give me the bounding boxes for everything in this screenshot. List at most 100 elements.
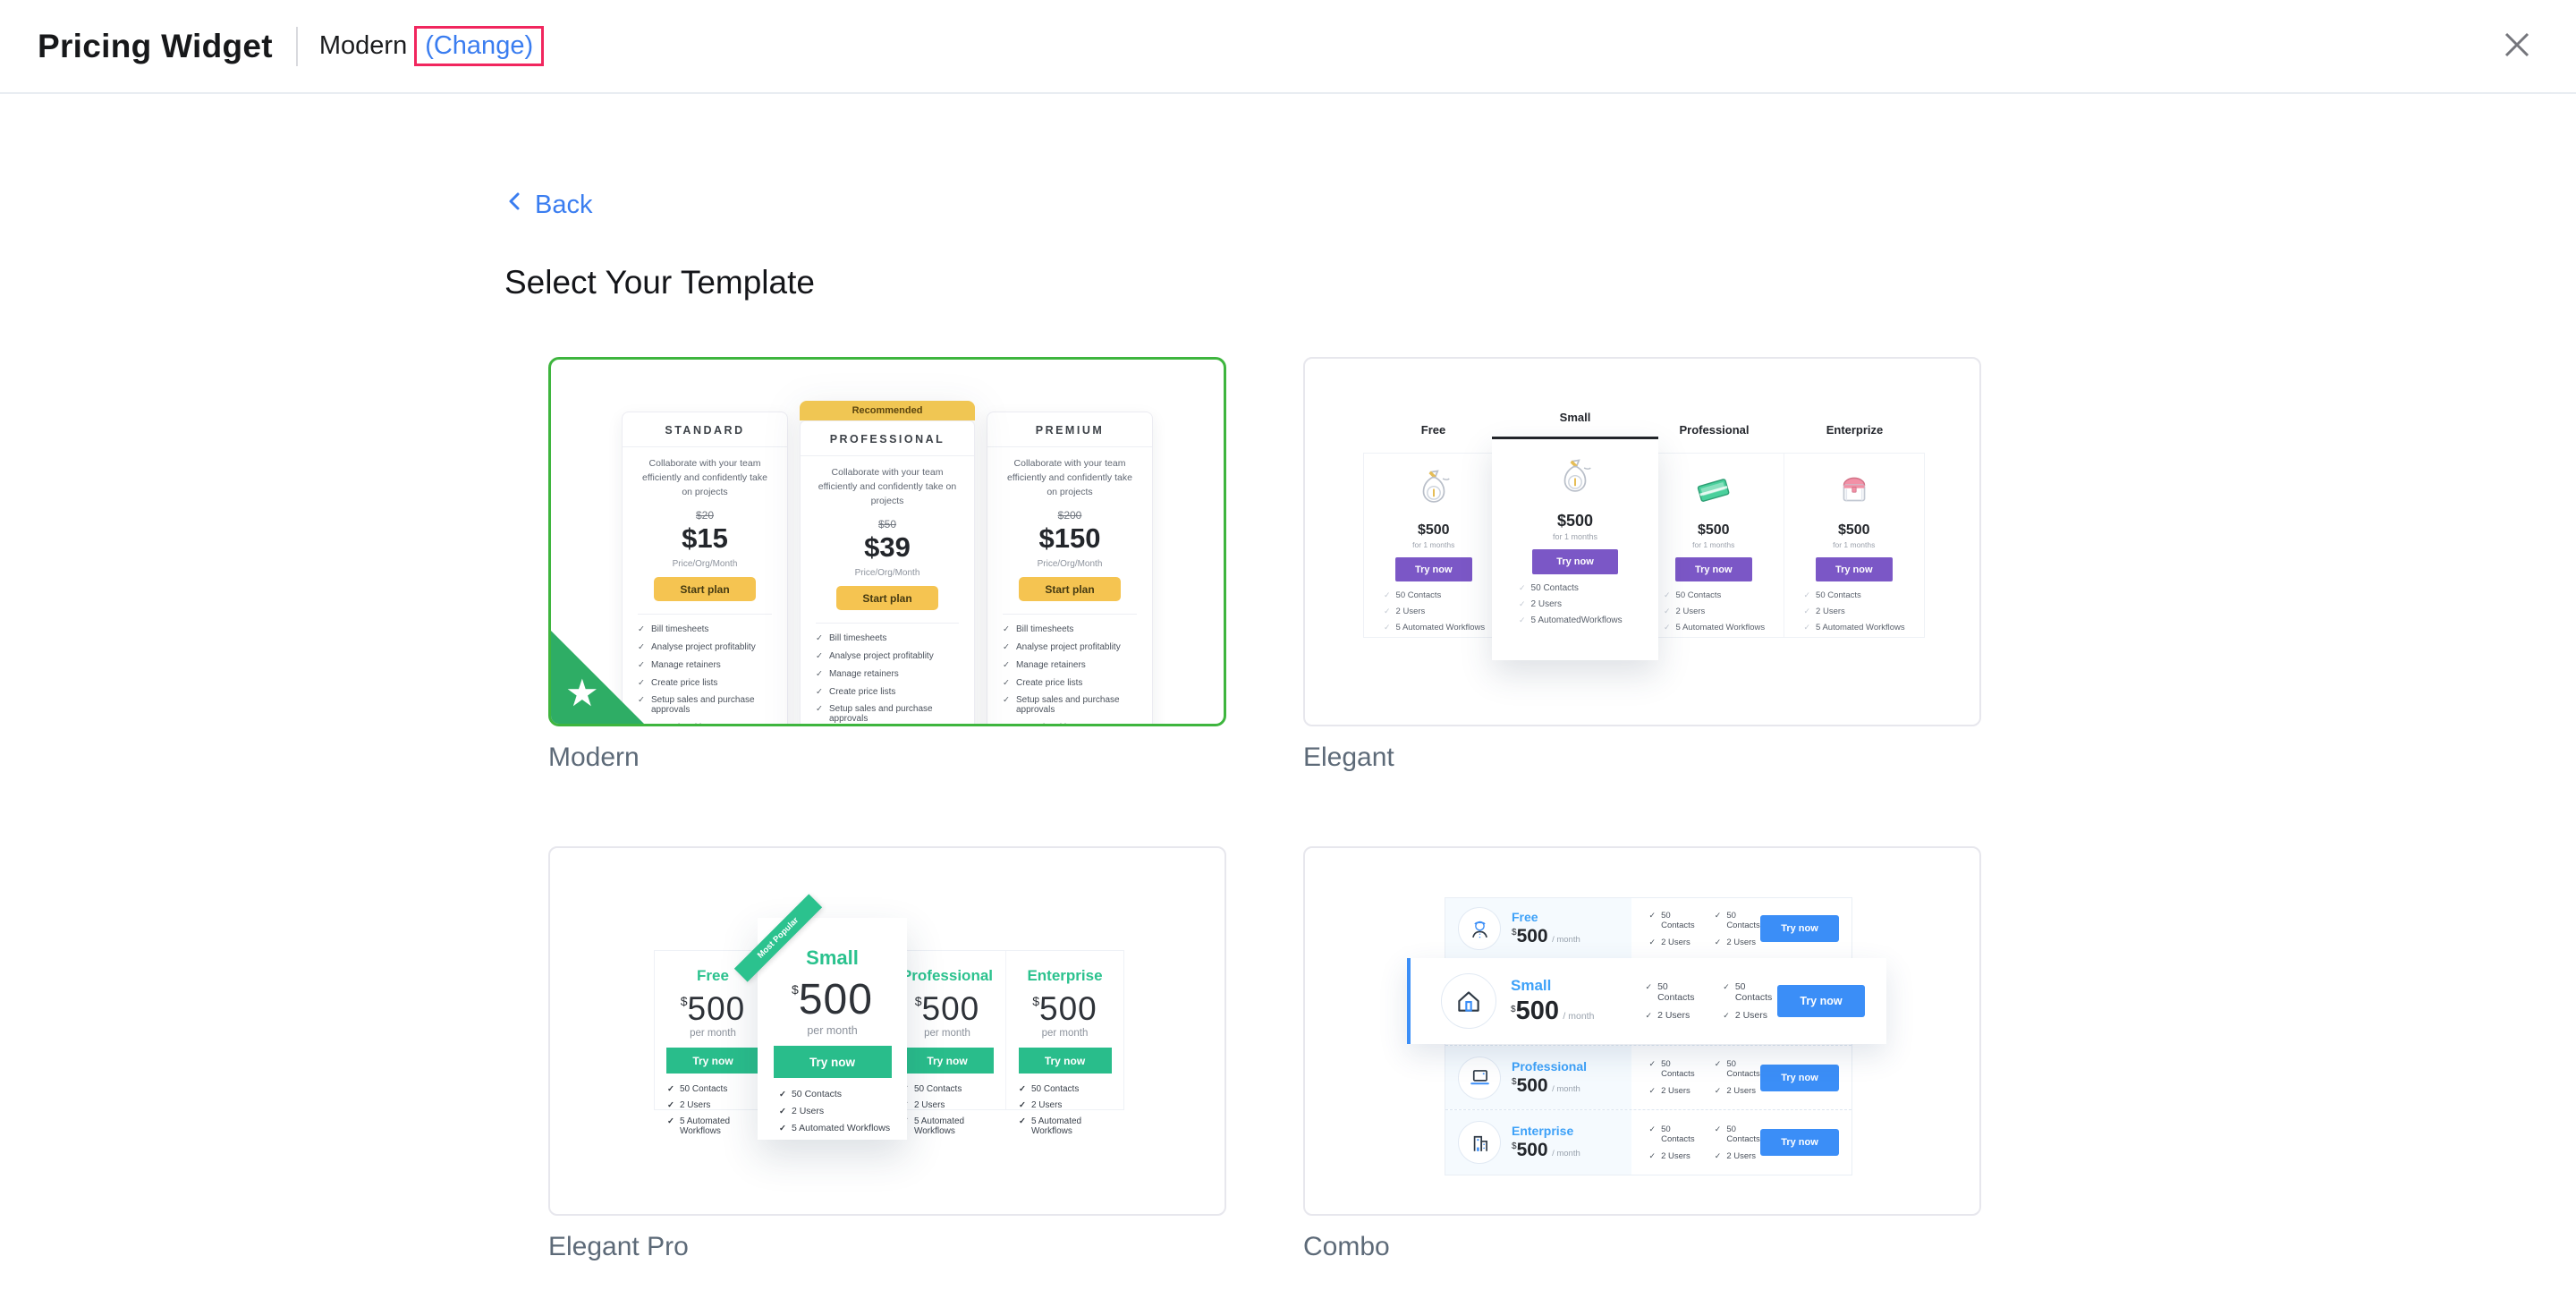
plan-price: $500 (914, 990, 980, 1027)
feature-label: 5 Automated Workflows (791, 1123, 891, 1133)
plan-name: Professional (1512, 1058, 1588, 1074)
feature-label: 5 Automated Workflows (1675, 623, 1766, 632)
currency-symbol: $ (1512, 1141, 1517, 1151)
section-heading: Select Your Template (504, 264, 815, 301)
template-cell-elegant-pro: Free $500 per month Try now ✓ 50 Contacts… (548, 846, 1226, 1262)
feature-label: 2 Users (1661, 937, 1690, 947)
plan-price-unit: per month (1041, 1028, 1089, 1039)
feature-list: ✓ 50 Contacts ✓ 2 Users ✓ 5 Automated Workflo… (758, 1078, 907, 1133)
feature-label: 50 Contacts (1726, 910, 1760, 930)
currency-symbol: $ (680, 994, 688, 1008)
try-now-button: Try now (1815, 557, 1893, 581)
plan-price-unit: Price/Org/Month (672, 559, 738, 570)
feature-label: 5 Automated Workflows (913, 1116, 965, 1136)
pricing-column-enterprise: Enterprise $500 per month Try now ✓ 50 Co… (1006, 951, 1123, 1136)
feature-item: ✓ Record multi-currency transactions (1003, 723, 1137, 724)
back-link[interactable]: Back (504, 189, 592, 221)
feature-label: 5 Automated Workflows (679, 1116, 731, 1136)
check-icon: ✓ (816, 633, 823, 644)
plan-name: Small (1511, 976, 1552, 994)
pricing-row-small-elevated: Small $500 / month ✓ 50 Contacts ✓ 50 Conta… (1407, 958, 1886, 1044)
template-label-elegant-pro: Elegant Pro (548, 1232, 689, 1261)
feature-item: ✓ 2 Users (667, 1100, 771, 1110)
plan-price: $500 / month (1512, 1140, 1580, 1160)
plan-price-unit: for 1 months (1833, 540, 1876, 549)
close-button[interactable] (2496, 25, 2538, 68)
template-card-combo[interactable]: Free $500 / month ✓ 50 Contacts ✓ 50 Contac… (1303, 846, 1981, 1216)
template-grid: STANDARD Collaborate with your team effi… (548, 357, 1981, 1262)
template-card-elegant-pro[interactable]: Free $500 per month Try now ✓ 50 Contacts… (548, 846, 1226, 1216)
feature-label: Analyse project profitablity (828, 651, 934, 662)
feature-item: ✓ 2 Users (1519, 599, 1658, 609)
check-icon: ✓ (779, 1090, 786, 1099)
feature-item: ✓5 Automated Workflows (667, 1116, 771, 1136)
feature-item: ✓50 Contacts (902, 1084, 1005, 1094)
try-now-button: Try now (1760, 915, 1839, 942)
feature-label: Record multi-currency transactions (1016, 723, 1137, 724)
close-icon (2501, 29, 2533, 64)
plan-description: Collaborate with your team efficiently a… (818, 467, 957, 506)
check-icon: ✓ (1019, 1116, 1026, 1126)
feature-label: 50 Contacts (1661, 1059, 1695, 1079)
check-icon: ✓ (1645, 1011, 1653, 1020)
back-label: Back (535, 190, 593, 219)
feature-item: ✓50 Contacts (1649, 1059, 1695, 1079)
feature-item: ✓ 2 Users (1646, 1010, 1700, 1021)
check-icon: ✓ (1803, 590, 1811, 599)
money-bag-icon (1555, 459, 1596, 505)
check-icon: ✓ (1019, 1084, 1026, 1094)
feature-label: 50 Contacts (1726, 1124, 1760, 1144)
plan-price: $39 (864, 531, 911, 564)
plan-name: Enterprise (1512, 1124, 1574, 1138)
check-icon: ✓ (816, 651, 823, 662)
feature-label: 2 Users (913, 1100, 945, 1110)
plan-price: $500 (1032, 990, 1097, 1027)
feature-item: ✓5 Automated Workflows (779, 1123, 907, 1133)
check-icon: ✓ (816, 686, 823, 697)
plan-name: Free (697, 967, 729, 984)
plan-old-price: $200 (1057, 509, 1082, 522)
feature-item: ✓5 Automated Workflows (902, 1116, 1005, 1136)
feature-label: Create price lists (650, 677, 718, 688)
pricing-column-professional: Recommended PROFESSIONAL Collaborate wit… (800, 401, 975, 724)
house-icon (1441, 973, 1496, 1029)
pricing-row-free: Free $500 / month ✓ 50 Contacts ✓ 50 Contac… (1445, 898, 1852, 959)
feature-label: 2 Users (1661, 1150, 1690, 1161)
start-plan-button: Start plan (836, 586, 938, 611)
plan-name: Professional (901, 967, 994, 984)
feature-item: ✓50 Contacts (1664, 590, 1784, 600)
feature-item: ✓50 Contacts (1384, 590, 1504, 600)
feature-item: ✓ 2 Users (1723, 1010, 1777, 1021)
recommended-badge: Recommended (800, 401, 975, 420)
template-card-elegant[interactable]: Free Professional Enterprize $500 for 1 … (1303, 357, 1981, 726)
feature-label: 50 Contacts (1395, 590, 1442, 600)
feature-list: ✓ 50 Contacts ✓ 2 Users ✓ 5 Automated Workflo… (1644, 581, 1784, 632)
template-card-modern[interactable]: STANDARD Collaborate with your team effi… (548, 357, 1226, 726)
laptop-icon (1458, 1056, 1501, 1099)
feature-item: ✓ Manage retainers (816, 669, 959, 679)
feature-list: ✓ 50 Contacts ✓ 2 Users ✓ 5 Automated Workflo… (655, 1074, 771, 1136)
feature-label: 2 Users (1734, 1010, 1767, 1021)
plan-price: $150 (1038, 522, 1101, 555)
feature-item: ✓ Bill timesheets (1003, 624, 1137, 634)
person-icon (1458, 907, 1501, 950)
feature-item: ✓ 2 Users (1715, 938, 1760, 947)
feature-label: 2 Users (1726, 937, 1757, 947)
feature-label: Record multi-currency transactions (651, 723, 772, 724)
plan-price-unit: for 1 months (1692, 540, 1735, 549)
feature-item: ✓ 2 Users (779, 1106, 907, 1116)
feature-item: ✓ 2 Users (1384, 607, 1504, 616)
check-icon: ✓ (1714, 1150, 1722, 1160)
check-icon: ✓ (1003, 723, 1010, 724)
feature-list: ✓ 50 Contacts ✓ 50 Contacts ✓ 2 Users ✓ 2 Users (1649, 911, 1760, 947)
start-plan-button: Start plan (1019, 577, 1121, 602)
change-template-link[interactable]: (Change) (414, 26, 545, 66)
feature-item: ✓ Create price lists (638, 678, 772, 688)
feature-label: 5 Automated Workflows (1816, 623, 1905, 632)
plan-price-unit: Price/Org/Month (854, 568, 920, 579)
plan-price: $500 (792, 976, 873, 1023)
feature-label: 50 Contacts (1675, 590, 1722, 600)
feature-item: ✓ Analyse project profitablity (638, 642, 772, 652)
feature-label: 2 Users (1030, 1100, 1063, 1110)
plan-title-free: Free (1420, 423, 1446, 437)
